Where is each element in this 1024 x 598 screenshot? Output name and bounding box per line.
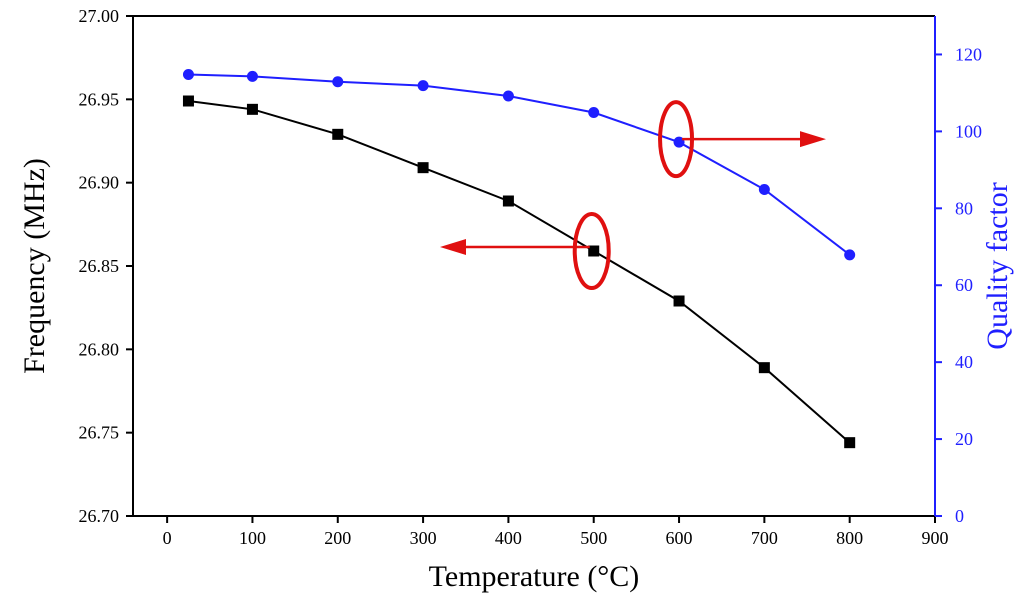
quality-factor-point	[332, 76, 344, 88]
y2-tick-label: 40	[955, 352, 973, 372]
frequency-point	[417, 162, 429, 174]
frequency-point	[502, 195, 514, 207]
arrow-right-icon	[800, 131, 826, 148]
frequency-point	[182, 95, 194, 107]
series-line-frequency	[188, 100, 851, 444]
x-axis-title: Temperature (°C)	[429, 560, 640, 593]
frequency-point	[332, 128, 344, 140]
series-line-quality-factor	[188, 73, 851, 256]
y-tick-label: 26.90	[79, 173, 120, 193]
frequency-point	[844, 437, 856, 449]
y-tick-label: 26.85	[79, 256, 120, 276]
x-tick-label: 500	[580, 528, 607, 548]
quality-factor-point	[182, 68, 194, 80]
y-axis-title: Frequency (MHz)	[18, 158, 51, 374]
y-tick-label: 26.70	[79, 506, 120, 526]
frequency-point	[758, 362, 770, 374]
y2-axis-title: Quality factor	[981, 182, 1014, 349]
y-tick-label: 27.00	[79, 6, 120, 26]
x-tick-label: 600	[666, 528, 693, 548]
x-tick-label: 200	[324, 528, 351, 548]
y2-tick-label: 0	[955, 506, 964, 526]
frequency-point	[673, 295, 685, 307]
x-tick-label: 0	[163, 528, 172, 548]
y2-tick-label: 60	[955, 275, 973, 295]
y2-tick-label: 80	[955, 198, 973, 218]
quality-factor-point	[417, 80, 429, 92]
x-tick-label: 900	[922, 528, 949, 548]
quality-factor-point	[844, 249, 856, 261]
y2-tick-label: 20	[955, 429, 973, 449]
x-tick-label: 100	[239, 528, 266, 548]
x-tick-label: 300	[410, 528, 437, 548]
y-tick-label: 26.80	[79, 339, 120, 359]
quality-factor-point	[246, 70, 258, 82]
frequency-point	[588, 245, 600, 257]
arrow-left-icon	[440, 239, 466, 255]
quality-factor-point	[673, 136, 685, 148]
y2-tick-label: 120	[955, 44, 982, 64]
x-tick-label: 400	[495, 528, 522, 548]
frequency-annotation-ellipse	[572, 212, 611, 290]
y-tick-label: 26.95	[79, 89, 120, 109]
quality-factor-point	[502, 90, 514, 102]
x-tick-label: 700	[751, 528, 778, 548]
x-tick-label: 800	[836, 528, 863, 548]
quality-factor-point	[588, 107, 600, 119]
y2-tick-label: 100	[955, 121, 982, 141]
y-tick-label: 26.75	[79, 423, 120, 443]
quality-factor-point	[758, 183, 770, 195]
frequency-point	[246, 103, 258, 115]
